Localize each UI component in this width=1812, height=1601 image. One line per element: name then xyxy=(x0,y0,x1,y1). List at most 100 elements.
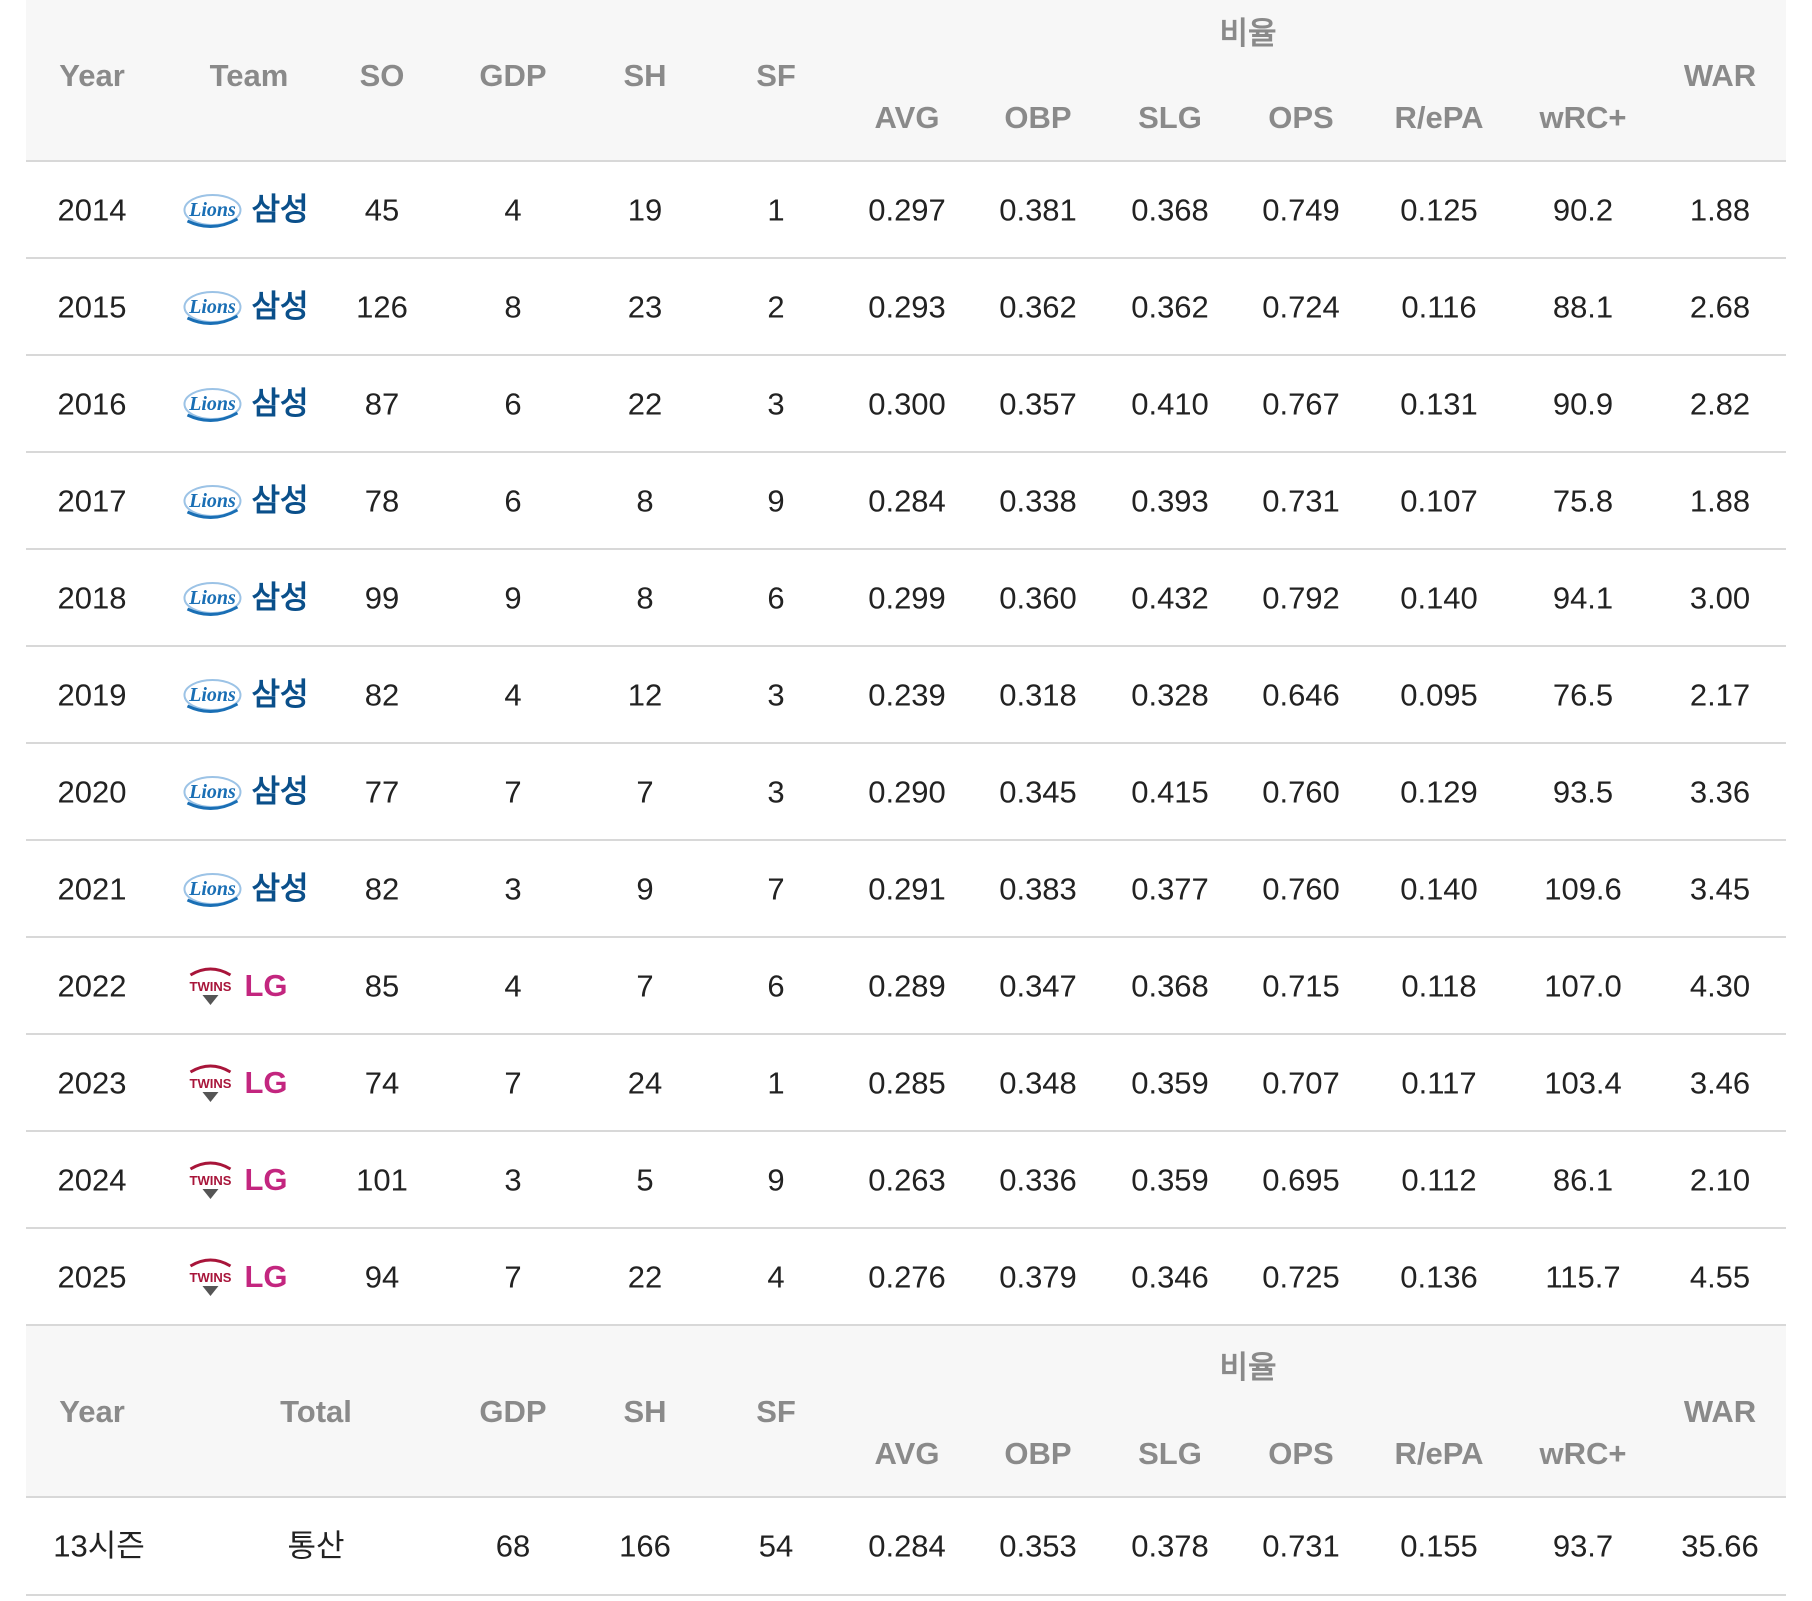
cell-wrc: 75.8 xyxy=(1552,483,1614,518)
header-sf[interactable]: SF xyxy=(756,58,796,93)
total-header-slg: SLG xyxy=(1138,1436,1202,1471)
cell-year: 2016 xyxy=(57,386,127,421)
cell-obp: 0.360 xyxy=(999,580,1077,615)
total-header-gdp: GDP xyxy=(479,1394,547,1429)
header-avg[interactable]: AVG xyxy=(874,100,940,135)
cell-year: 2023 xyxy=(57,1065,127,1100)
cell-so: 82 xyxy=(364,871,400,906)
team-cell[interactable]: Lions 삼성 xyxy=(181,771,309,813)
cell-year: 2018 xyxy=(57,580,127,615)
total-wrc-plus: 93.7 xyxy=(1552,1528,1614,1564)
cell-wrc: 109.6 xyxy=(1544,871,1622,906)
total-header-total: Total xyxy=(280,1394,352,1429)
cell-slg: 0.328 xyxy=(1131,677,1209,712)
cell-war: 4.30 xyxy=(1689,968,1751,1003)
team-cell[interactable]: Lions 삼성 xyxy=(181,286,309,328)
cell-slg: 0.362 xyxy=(1131,289,1209,324)
team-cell[interactable]: Lions 삼성 xyxy=(181,868,309,910)
cell-slg: 0.368 xyxy=(1131,192,1209,227)
cell-war: 2.10 xyxy=(1689,1162,1751,1197)
header-sh[interactable]: SH xyxy=(623,58,667,93)
cell-so: 87 xyxy=(364,386,400,421)
team-cell[interactable]: Lions 삼성 xyxy=(181,674,309,716)
samsung-lions-logo-icon: Lions xyxy=(183,872,242,907)
cell-gdp: 8 xyxy=(504,289,522,324)
cell-sh: 8 xyxy=(636,580,654,615)
total-sh: 166 xyxy=(619,1528,671,1564)
table-row: 2015 126 8 23 2 0.293 0.362 0.362 0.724 0.116 88.1… xyxy=(26,259,1786,356)
cell-repa: 0.140 xyxy=(1400,871,1478,906)
cell-ops: 0.715 xyxy=(1262,968,1340,1003)
cell-wrc: 88.1 xyxy=(1552,289,1614,324)
team-cell[interactable]: Lions 삼성 xyxy=(181,480,309,522)
cell-slg: 0.410 xyxy=(1131,386,1209,421)
cell-war: 3.46 xyxy=(1689,1065,1751,1100)
total-header-year: Year xyxy=(59,1394,125,1429)
cell-ops: 0.731 xyxy=(1262,483,1340,518)
cell-avg: 0.239 xyxy=(868,677,946,712)
cell-sf: 6 xyxy=(767,580,785,615)
cell-slg: 0.432 xyxy=(1131,580,1209,615)
cell-year: 2019 xyxy=(57,677,127,712)
header-war[interactable]: WAR xyxy=(1683,58,1757,93)
cell-obp: 0.383 xyxy=(999,871,1077,906)
svg-text:Lions: Lions xyxy=(188,296,236,318)
svg-text:TWINS: TWINS xyxy=(190,1076,232,1091)
total-header-war: WAR xyxy=(1683,1394,1757,1429)
cell-war: 2.17 xyxy=(1689,677,1751,712)
team-name: LG xyxy=(244,1065,288,1100)
header-wrc-plus[interactable]: wRC+ xyxy=(1539,100,1627,135)
team-cell[interactable]: Lions 삼성 xyxy=(181,189,309,231)
cell-ops: 0.707 xyxy=(1262,1065,1340,1100)
header-slg[interactable]: SLG xyxy=(1138,100,1202,135)
cell-avg: 0.284 xyxy=(868,483,946,518)
svg-text:TWINS: TWINS xyxy=(190,979,232,994)
cell-gdp: 9 xyxy=(504,580,522,615)
table-row: 2020 77 7 7 3 0.290 0.345 0.415 0.760 0.129 93.5 3.… xyxy=(26,744,1786,841)
cell-repa: 0.129 xyxy=(1400,774,1478,809)
team-cell[interactable]: TWINS LG xyxy=(184,1062,288,1104)
cell-so: 78 xyxy=(364,483,400,518)
header-team[interactable]: Team xyxy=(209,58,289,93)
cell-obp: 0.348 xyxy=(999,1065,1077,1100)
header-year[interactable]: Year xyxy=(59,58,125,93)
total-seasons: 13시즌 xyxy=(53,1528,145,1564)
total-label: 통산 xyxy=(287,1528,345,1564)
cell-so: 94 xyxy=(364,1259,400,1294)
cell-wrc: 90.9 xyxy=(1552,386,1614,421)
header-ops[interactable]: OPS xyxy=(1268,100,1334,135)
header-obp[interactable]: OBP xyxy=(1004,100,1072,135)
samsung-lions-logo-icon: Lions xyxy=(183,193,242,228)
table-row: 2021 82 3 9 7 0.291 0.383 0.377 0.760 0.140 109.6 3… xyxy=(26,841,1786,938)
cell-war: 1.88 xyxy=(1689,192,1751,227)
cell-repa: 0.116 xyxy=(1401,289,1477,324)
samsung-lions-logo-icon: Lions xyxy=(183,290,242,325)
cell-avg: 0.300 xyxy=(868,386,946,421)
cell-sh: 12 xyxy=(627,677,663,712)
team-name: 삼성 xyxy=(251,774,309,809)
total-repa: 0.155 xyxy=(1400,1528,1478,1564)
cell-so: 126 xyxy=(356,289,408,324)
team-cell[interactable]: Lions 삼성 xyxy=(181,383,309,425)
team-cell[interactable]: TWINS LG xyxy=(184,1256,288,1298)
team-cell[interactable]: TWINS LG xyxy=(184,965,288,1007)
cell-wrc: 76.5 xyxy=(1552,677,1614,712)
svg-text:Lions: Lions xyxy=(188,587,236,609)
cell-obp: 0.379 xyxy=(999,1259,1077,1294)
cell-sh: 7 xyxy=(636,968,654,1003)
team-cell[interactable]: TWINS LG xyxy=(184,1159,288,1201)
cell-gdp: 6 xyxy=(504,483,522,518)
cell-ops: 0.760 xyxy=(1262,774,1340,809)
table-row: 2025 94 7 22 4 0.276 0.379 0.346 0.725 0.136 115.7… xyxy=(26,1229,1786,1326)
cell-avg: 0.291 xyxy=(868,871,946,906)
team-cell[interactable]: Lions 삼성 xyxy=(181,577,309,619)
header-gdp[interactable]: GDP xyxy=(479,58,547,93)
svg-text:Lions: Lions xyxy=(188,781,236,803)
cell-repa: 0.117 xyxy=(1401,1065,1477,1100)
header-so[interactable]: SO xyxy=(359,58,405,93)
total-gdp: 68 xyxy=(495,1528,531,1564)
cell-obp: 0.345 xyxy=(999,774,1077,809)
cell-slg: 0.415 xyxy=(1131,774,1209,809)
total-header-ops: OPS xyxy=(1268,1436,1334,1471)
header-repa[interactable]: R/ePA xyxy=(1394,100,1484,135)
